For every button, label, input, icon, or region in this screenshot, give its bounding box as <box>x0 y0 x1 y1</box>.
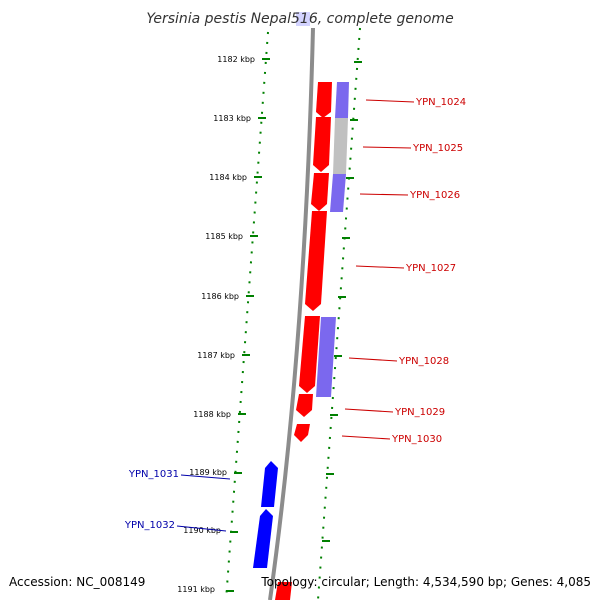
tick-label: 1191 kbp <box>177 585 215 594</box>
blast-hit-track <box>316 317 336 397</box>
gene-ypn-1028[interactable] <box>299 316 320 393</box>
gene-label[interactable]: YPN_1028 <box>398 356 449 367</box>
gene-ypn-1027[interactable] <box>305 211 327 311</box>
gene-ypn-1031[interactable] <box>261 461 278 507</box>
gene-ypn-1026[interactable] <box>311 173 329 211</box>
right-major-ticks <box>322 61 362 542</box>
gene-label[interactable]: YPN_1027 <box>405 263 456 274</box>
genome-backbone <box>268 27 315 600</box>
tick-label: 1188 kbp <box>193 410 231 419</box>
accession-text: Accession: NC_008149 <box>9 575 145 589</box>
gene-label[interactable]: YPN_1032 <box>124 520 175 531</box>
map-title: Yersinia pestis Nepal516, complete genom… <box>146 11 453 27</box>
genome-summary-text: Topology: circular; Length: 4,534,590 bp… <box>260 575 591 589</box>
gene-partial-bottom <box>275 582 292 600</box>
blast-hit-track <box>333 118 348 174</box>
blast-hit-track <box>335 82 349 118</box>
tick-label: 1183 kbp <box>213 114 251 123</box>
blast-hit-track <box>330 174 346 212</box>
gene-ypn-1029[interactable] <box>296 394 313 417</box>
backbone-position-marker <box>296 12 310 26</box>
gene-label[interactable]: YPN_1024 <box>415 97 466 108</box>
tick-label: 1187 kbp <box>197 351 235 360</box>
gene-ypn-1025[interactable] <box>313 117 331 172</box>
gene-label[interactable]: YPN_1031 <box>128 469 179 480</box>
tick-label: 1189 kbp <box>189 468 227 477</box>
gene-ypn-1024[interactable] <box>316 82 332 118</box>
gene-label[interactable]: YPN_1030 <box>391 434 442 445</box>
tick-label: 1185 kbp <box>205 232 243 241</box>
gene-label[interactable]: YPN_1029 <box>394 407 445 418</box>
gene-label[interactable]: YPN_1026 <box>409 190 460 201</box>
gene-ypn-1032[interactable] <box>253 509 273 568</box>
tick-label: 1184 kbp <box>209 173 247 182</box>
tick-label: 1190 kbp <box>183 526 221 535</box>
gene-label[interactable]: YPN_1025 <box>412 143 463 154</box>
label-connectors-reverse <box>176 474 231 532</box>
gene-ypn-1030[interactable] <box>294 424 310 442</box>
tick-label: 1186 kbp <box>201 292 239 301</box>
tick-label: 1182 kbp <box>217 55 255 64</box>
label-connectors-forward <box>341 99 415 440</box>
left-major-ticks <box>226 58 270 592</box>
